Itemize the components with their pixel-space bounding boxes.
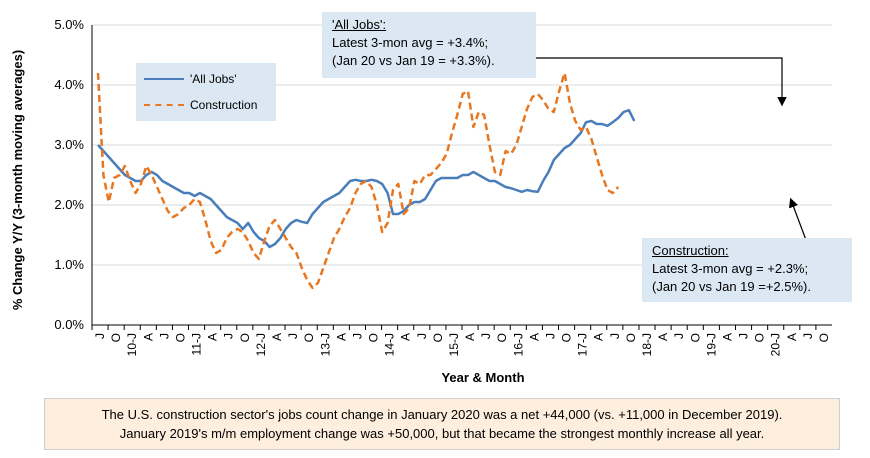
y-tick-label: 0.0% (54, 317, 84, 332)
legend-label-construction: Construction (190, 98, 258, 112)
y-axis-title: % Change Y/Y (3-month moving averages) (10, 50, 25, 310)
y-tick-label: 5.0% (54, 17, 84, 32)
x-tick-label: A (656, 333, 670, 341)
all-jobs-arrow (536, 57, 787, 107)
legend-swatch-all-jobs (144, 78, 184, 80)
construction-arrow (789, 197, 807, 241)
legend: 'All Jobs' Construction (136, 63, 276, 121)
x-tick-label: J (543, 333, 557, 339)
y-tick-labels: 0.0% 1.0% 2.0% 3.0% 4.0% 5.0% (54, 17, 84, 332)
x-tick-label: A (720, 333, 734, 341)
x-tick-label: J (157, 333, 171, 339)
x-tick-label: A (399, 333, 413, 341)
x-tick-label: 15-J (447, 333, 461, 356)
x-tick-label: A (270, 333, 284, 341)
y-tick-label: 2.0% (54, 197, 84, 212)
x-tick-label: A (463, 333, 477, 341)
annotation-all-jobs-line1: Latest 3-mon avg = +3.4%; (332, 35, 489, 50)
x-tick-label: O (431, 333, 445, 342)
annotation-all-jobs-heading: 'All Jobs': (332, 17, 387, 32)
annotation-all-jobs: 'All Jobs': Latest 3-mon avg = +3.4%; (J… (322, 12, 536, 78)
y-tick-label: 1.0% (54, 257, 84, 272)
y-tick-label: 3.0% (54, 137, 84, 152)
legend-label-all-jobs: 'All Jobs' (190, 72, 237, 86)
line-chart: 0.0%1.0%2.0%3.0%4.0%5.0% J O 10-J A J O 11-J A J… (10, 17, 832, 385)
x-tick-label: 20-J (769, 333, 783, 356)
x-tick-label: J (93, 333, 107, 339)
x-tick-label: 14-J (383, 333, 397, 356)
x-tick-label: A (206, 333, 220, 341)
x-axis-title: Year & Month (441, 370, 524, 385)
x-tick-label: 19-J (704, 333, 718, 356)
x-tick-label: 10-J (125, 333, 139, 356)
x-tick-label: A (334, 333, 348, 341)
x-tick-label: O (367, 333, 381, 342)
x-tick-labels: J O 10-J A J O 11-J A J O 12-J A J O 13-J A J O 14-J A J O 15-… (91, 325, 831, 356)
x-tick-label: O (495, 333, 509, 342)
x-tick-label: 17-J (576, 333, 590, 356)
x-tick-label: O (560, 333, 574, 342)
x-tick-label: O (109, 333, 123, 342)
x-tick-label: J (801, 333, 815, 339)
annotation-construction-line2: (Jan 20 vs Jan 19 =+2.5%). (652, 279, 811, 294)
x-tick-label: J (479, 333, 493, 339)
x-tick-label: 16-J (511, 333, 525, 356)
x-tick-label: J (350, 333, 364, 339)
x-tick-label: 12-J (254, 333, 268, 356)
series-line-construction (96, 71, 620, 290)
legend-item-construction: Construction (144, 97, 257, 113)
x-tick-label: A (592, 333, 606, 341)
footer-note: The U.S. construction sector's jobs coun… (44, 398, 840, 450)
series-line-all-jobs (97, 108, 636, 249)
x-tick-label: A (527, 333, 541, 341)
x-tick-label: O (753, 333, 767, 342)
x-tick-label: O (624, 333, 638, 342)
x-tick-label: J (222, 333, 236, 339)
legend-swatch-construction (144, 104, 184, 106)
series-lines (96, 71, 636, 290)
footer-line-2: January 2019's m/m employment change was… (119, 426, 765, 441)
x-tick-label: 11-J (190, 333, 204, 355)
x-tick-label: J (737, 333, 751, 339)
x-tick-label: 13-J (318, 333, 332, 356)
annotation-construction-heading: Construction: (652, 243, 729, 258)
annotation-construction-line1: Latest 3-mon avg = +2.3%; (652, 261, 809, 276)
x-tick-label: J (286, 333, 300, 339)
x-tick-label: J (672, 333, 686, 339)
annotation-all-jobs-line2: (Jan 20 vs Jan 19 = +3.3%). (332, 53, 495, 68)
x-tick-label: 18-J (640, 333, 654, 356)
annotation-construction: Construction: Latest 3-mon avg = +2.3%; … (642, 238, 852, 302)
x-tick-label: O (688, 333, 702, 342)
x-tick-label: A (785, 333, 799, 341)
x-tick-label: A (141, 333, 155, 341)
x-tick-label: J (415, 333, 429, 339)
y-tick-label: 4.0% (54, 77, 84, 92)
footer-line-1: The U.S. construction sector's jobs coun… (101, 407, 783, 422)
x-tick-label: J (608, 333, 622, 339)
x-tick-label: O (817, 333, 831, 342)
x-tick-label: O (302, 333, 316, 342)
annotation-arrows (536, 57, 807, 241)
x-tick-label: O (173, 333, 187, 342)
x-tick-label: O (238, 333, 252, 342)
legend-item-all-jobs: 'All Jobs' (144, 71, 237, 87)
